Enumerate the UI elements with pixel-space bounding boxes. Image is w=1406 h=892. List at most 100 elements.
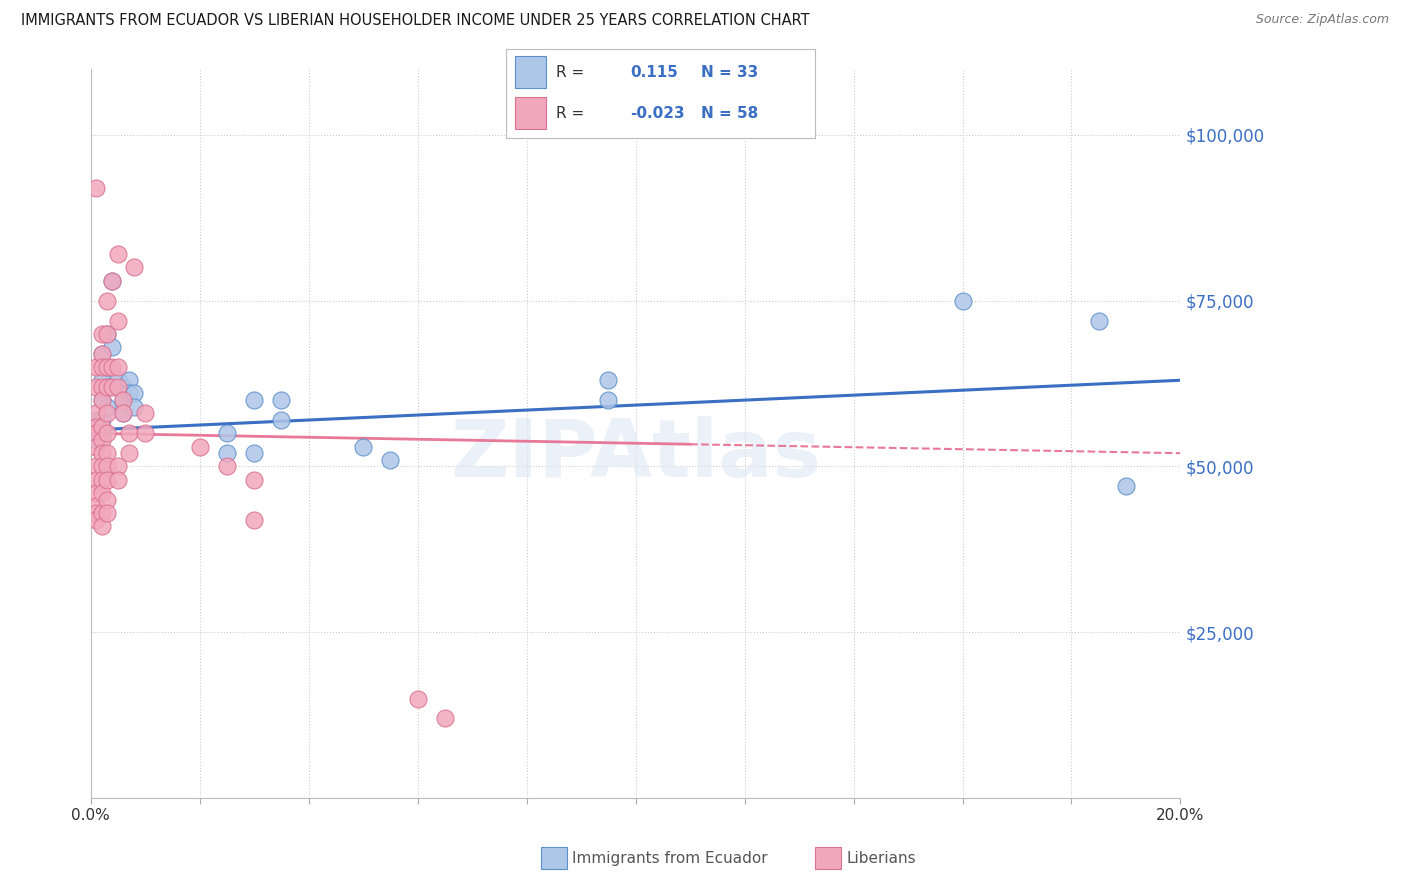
Point [90, 519, 112, 533]
Point [107, 373, 129, 387]
Point [84, 413, 107, 427]
Point [107, 313, 129, 327]
Point [90, 419, 112, 434]
Point [188, 440, 211, 454]
Point [84, 473, 107, 487]
Point [118, 446, 141, 460]
FancyBboxPatch shape [516, 97, 547, 129]
Point [380, 452, 402, 467]
Point [598, 393, 620, 408]
Point [118, 386, 141, 401]
Point [84, 419, 107, 434]
Point [96, 426, 118, 441]
Point [243, 473, 266, 487]
Point [96, 359, 118, 374]
Point [90, 433, 112, 447]
Point [90, 347, 112, 361]
Point [1087, 313, 1109, 327]
Point [96, 326, 118, 341]
Point [96, 406, 118, 420]
Point [84, 380, 107, 394]
Point [84, 359, 107, 374]
Point [118, 426, 141, 441]
Text: Source: ZipAtlas.com: Source: ZipAtlas.com [1256, 13, 1389, 27]
Point [90, 393, 112, 408]
Text: Immigrants from Ecuador: Immigrants from Ecuador [572, 851, 768, 865]
Point [96, 380, 118, 394]
Point [84, 426, 107, 441]
Point [122, 386, 145, 401]
Point [406, 691, 429, 706]
Point [96, 446, 118, 460]
Point [1115, 479, 1137, 493]
Point [84, 181, 107, 195]
Text: R =: R = [555, 65, 583, 79]
Point [243, 393, 266, 408]
Point [107, 459, 129, 474]
Point [84, 426, 107, 441]
Point [96, 380, 118, 394]
Text: N = 58: N = 58 [702, 106, 758, 120]
Point [84, 406, 107, 420]
Point [90, 506, 112, 520]
Point [598, 373, 620, 387]
Point [112, 406, 135, 420]
Point [215, 426, 238, 441]
Point [107, 473, 129, 487]
Point [134, 426, 156, 441]
Point [90, 393, 112, 408]
Text: IMMIGRANTS FROM ECUADOR VS LIBERIAN HOUSEHOLDER INCOME UNDER 25 YEARS CORRELATIO: IMMIGRANTS FROM ECUADOR VS LIBERIAN HOUS… [21, 13, 810, 29]
Point [101, 340, 124, 354]
Point [112, 406, 135, 420]
Point [90, 486, 112, 500]
Point [270, 393, 292, 408]
Point [96, 506, 118, 520]
Point [96, 492, 118, 507]
Point [90, 359, 112, 374]
Point [84, 440, 107, 454]
Point [96, 459, 118, 474]
Point [270, 413, 292, 427]
Text: Liberians: Liberians [846, 851, 917, 865]
Point [101, 274, 124, 288]
Point [90, 373, 112, 387]
Point [952, 293, 974, 308]
Point [134, 406, 156, 420]
Point [96, 359, 118, 374]
Point [84, 500, 107, 514]
Point [215, 446, 238, 460]
FancyBboxPatch shape [516, 56, 547, 88]
Point [84, 486, 107, 500]
Text: N = 33: N = 33 [702, 65, 758, 79]
Point [101, 380, 124, 394]
Point [90, 347, 112, 361]
Point [122, 400, 145, 414]
Point [112, 393, 135, 408]
Point [112, 393, 135, 408]
Point [90, 326, 112, 341]
Point [433, 711, 456, 725]
Text: R =: R = [555, 106, 589, 120]
Point [118, 373, 141, 387]
Point [90, 459, 112, 474]
Point [84, 433, 107, 447]
Text: ZIPAtlas: ZIPAtlas [450, 417, 821, 494]
Point [90, 413, 112, 427]
Point [112, 380, 135, 394]
Point [101, 359, 124, 374]
Point [215, 459, 238, 474]
Point [90, 446, 112, 460]
Point [107, 247, 129, 261]
Point [96, 326, 118, 341]
Point [352, 440, 374, 454]
Point [90, 380, 112, 394]
Text: 0.115: 0.115 [630, 65, 678, 79]
Point [84, 512, 107, 526]
Point [84, 459, 107, 474]
Point [90, 473, 112, 487]
Point [107, 359, 129, 374]
Point [122, 260, 145, 275]
Point [101, 274, 124, 288]
Text: -0.023: -0.023 [630, 106, 685, 120]
Point [84, 506, 107, 520]
